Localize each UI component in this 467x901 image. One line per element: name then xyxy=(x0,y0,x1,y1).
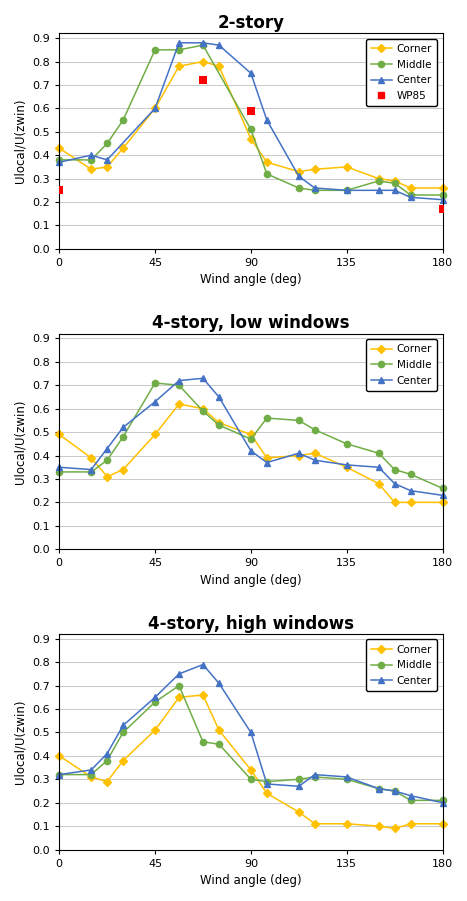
Y-axis label: Ulocal/U(zwin): Ulocal/U(zwin) xyxy=(14,99,27,184)
Point xyxy=(247,104,255,118)
Y-axis label: Ulocal/U(zwin): Ulocal/U(zwin) xyxy=(14,399,27,484)
Legend: Corner, Middle, Center: Corner, Middle, Center xyxy=(366,640,437,691)
X-axis label: Wind angle (deg): Wind angle (deg) xyxy=(200,273,302,287)
X-axis label: Wind angle (deg): Wind angle (deg) xyxy=(200,874,302,887)
Legend: Corner, Middle, Center, WP85: Corner, Middle, Center, WP85 xyxy=(366,39,437,106)
Y-axis label: Ulocal/U(zwin): Ulocal/U(zwin) xyxy=(14,699,27,784)
Point xyxy=(439,202,446,216)
Legend: Corner, Middle, Center: Corner, Middle, Center xyxy=(366,339,437,391)
Point xyxy=(199,73,207,87)
Title: 4-story, high windows: 4-story, high windows xyxy=(148,614,354,633)
Title: 4-story, low windows: 4-story, low windows xyxy=(152,314,350,332)
Title: 2-story: 2-story xyxy=(217,14,284,32)
Point xyxy=(56,183,63,197)
X-axis label: Wind angle (deg): Wind angle (deg) xyxy=(200,574,302,587)
